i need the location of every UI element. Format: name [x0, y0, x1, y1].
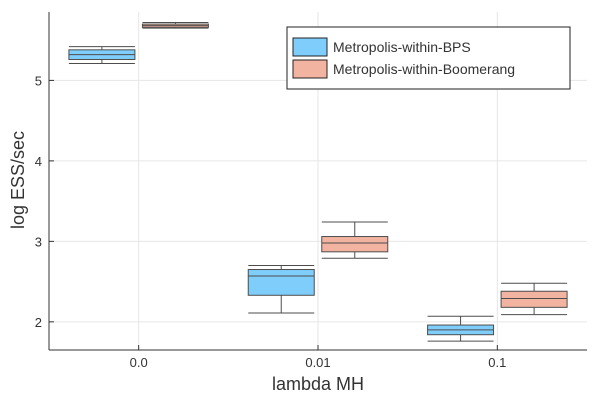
- boxes-layer: [68, 21, 568, 342]
- box-group: [141, 21, 209, 29]
- box-body: [321, 236, 389, 253]
- legend-swatch-bps: [292, 37, 328, 57]
- y-tick-label: 5: [35, 73, 42, 88]
- box-group: [500, 282, 568, 316]
- legend-label-boomerang: Metropolis-within-Boomerang: [333, 61, 515, 77]
- box-group: [247, 265, 315, 314]
- legend-label-bps: Metropolis-within-BPS: [333, 39, 471, 55]
- y-tick-label: 4: [35, 154, 42, 169]
- y-tick-label: 2: [35, 315, 42, 330]
- legend-swatch-boomerang: [292, 59, 328, 79]
- box-group: [427, 315, 495, 342]
- x-axis-title: lambda MH: [272, 374, 364, 394]
- legend-frame: [286, 26, 571, 90]
- box-group: [68, 46, 136, 65]
- x-tick-label: 0.0: [130, 355, 148, 370]
- axes-layer: 2 3 4 5 0.0 0.01 0.1: [35, 12, 587, 370]
- x-tick-label: 0.1: [488, 355, 506, 370]
- y-axis-title: log ESS/sec: [8, 131, 28, 229]
- box-body: [500, 290, 568, 308]
- legend: Metropolis-within-BPS Metropolis-within-…: [286, 26, 571, 90]
- x-tick-label: 0.01: [305, 355, 330, 370]
- y-tick-label: 3: [35, 234, 42, 249]
- box-body: [247, 269, 315, 296]
- box-group: [321, 221, 389, 259]
